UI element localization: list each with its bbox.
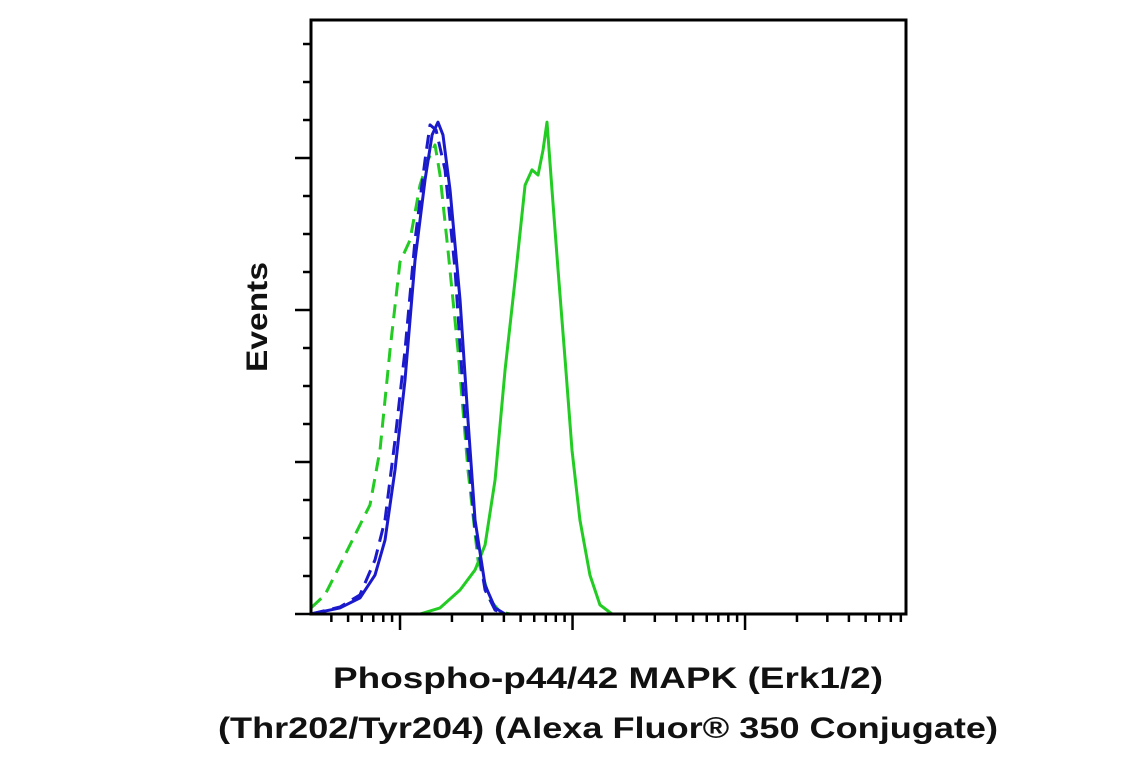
x-axis-label: (Thr202/Tyr204) (Alexa Fluor® 350 Conjug… — [218, 712, 998, 745]
plot-frame — [309, 18, 908, 616]
series-line — [310, 123, 906, 616]
y-axis-label: Events — [241, 262, 274, 372]
series-line — [311, 120, 906, 616]
series-line — [310, 120, 906, 616]
x-axis-label: Phospho-p44/42 MAPK (Erk1/2) — [333, 662, 883, 695]
